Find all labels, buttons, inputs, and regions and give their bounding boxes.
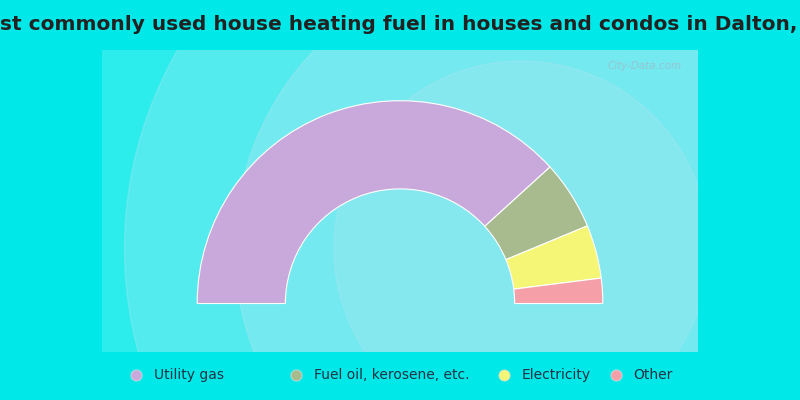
Circle shape <box>36 0 800 400</box>
Wedge shape <box>514 278 603 304</box>
Circle shape <box>234 0 800 400</box>
Wedge shape <box>197 101 550 304</box>
Text: Electricity: Electricity <box>522 368 590 382</box>
Wedge shape <box>506 226 602 289</box>
Circle shape <box>125 0 800 400</box>
Wedge shape <box>485 167 587 260</box>
Text: Other: Other <box>634 368 673 382</box>
Text: Utility gas: Utility gas <box>154 368 224 382</box>
Circle shape <box>334 61 709 400</box>
Text: City-Data.com: City-Data.com <box>608 61 682 71</box>
Text: Most commonly used house heating fuel in houses and condos in Dalton, PA: Most commonly used house heating fuel in… <box>0 16 800 34</box>
Text: Fuel oil, kerosene, etc.: Fuel oil, kerosene, etc. <box>314 368 469 382</box>
